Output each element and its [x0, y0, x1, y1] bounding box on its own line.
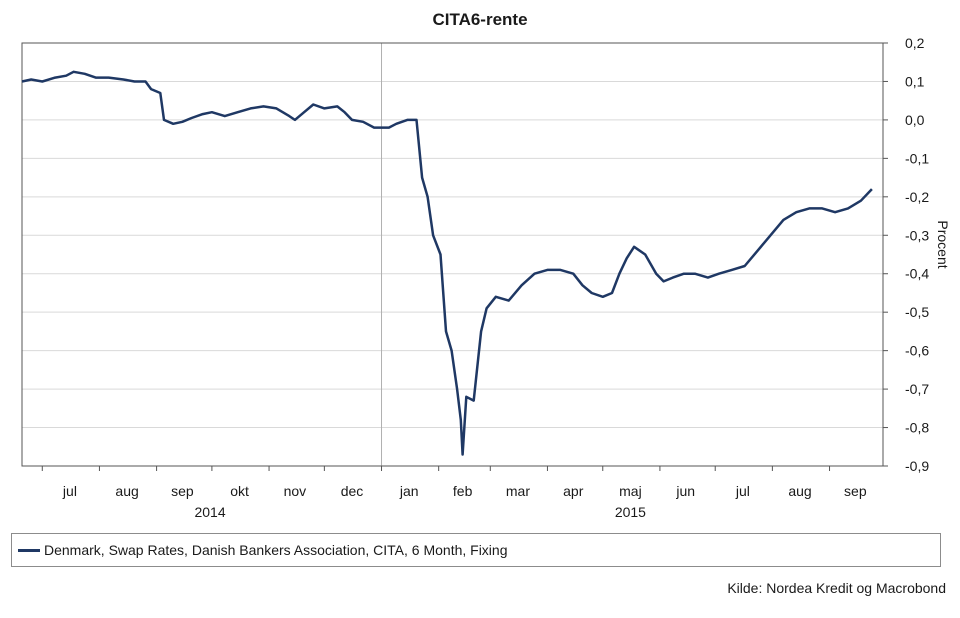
y-tick-label: -0,8 [905, 420, 929, 436]
y-tick-label: -0,2 [905, 189, 929, 205]
y-tick-label: 0,2 [905, 35, 925, 51]
x-tick-label: feb [453, 483, 473, 499]
x-tick-label: jul [735, 483, 750, 499]
label-layer: 0,2 0,1 0,0 -0,1 -0,2 -0,3 -0,4 -0,5 -0,6 -0,7 -0,… [62, 35, 951, 520]
y-axis-title: Procent [935, 220, 951, 268]
legend-swatch [18, 548, 40, 552]
x-tick-label: dec [341, 483, 364, 499]
y-tick-label: -0,9 [905, 458, 929, 474]
y-tick-label: -0,5 [905, 304, 929, 320]
x-tick-label: jun [675, 483, 695, 499]
x-tick-label: aug [115, 483, 138, 499]
x-tick-label: sep [171, 483, 194, 499]
x-tick-label: sep [844, 483, 867, 499]
y-tick-label: -0,1 [905, 150, 929, 166]
series-layer [21, 70, 873, 456]
x-tick-label: maj [619, 483, 642, 499]
x-year-label: 2015 [615, 504, 646, 520]
legend: Denmark, Swap Rates, Danish Bankers Asso… [11, 533, 941, 567]
x-tick-label: jan [399, 483, 419, 499]
legend-label: Denmark, Swap Rates, Danish Bankers Asso… [44, 542, 508, 558]
x-tick-label: nov [284, 483, 307, 499]
y-tick-label: -0,7 [905, 381, 929, 397]
axis-layer [21, 42, 888, 471]
y-tick-label: -0,6 [905, 343, 929, 359]
y-tick-label: 0,0 [905, 112, 925, 128]
y-tick-label: -0,3 [905, 227, 929, 243]
chart-title: CITA6-rente [432, 10, 528, 29]
x-tick-label: apr [563, 483, 584, 499]
x-year-label: 2014 [194, 504, 225, 520]
x-tick-label: okt [230, 483, 249, 499]
plot-frame [21, 42, 884, 467]
y-tick-label: 0,1 [905, 73, 925, 89]
y-tick-label: -0,4 [905, 266, 929, 282]
x-tick-label: mar [506, 483, 530, 499]
x-tick-label: jul [62, 483, 77, 499]
source-note: Kilde: Nordea Kredit og Macrobond [727, 580, 946, 596]
series-line [21, 70, 873, 456]
x-tick-label: aug [788, 483, 811, 499]
